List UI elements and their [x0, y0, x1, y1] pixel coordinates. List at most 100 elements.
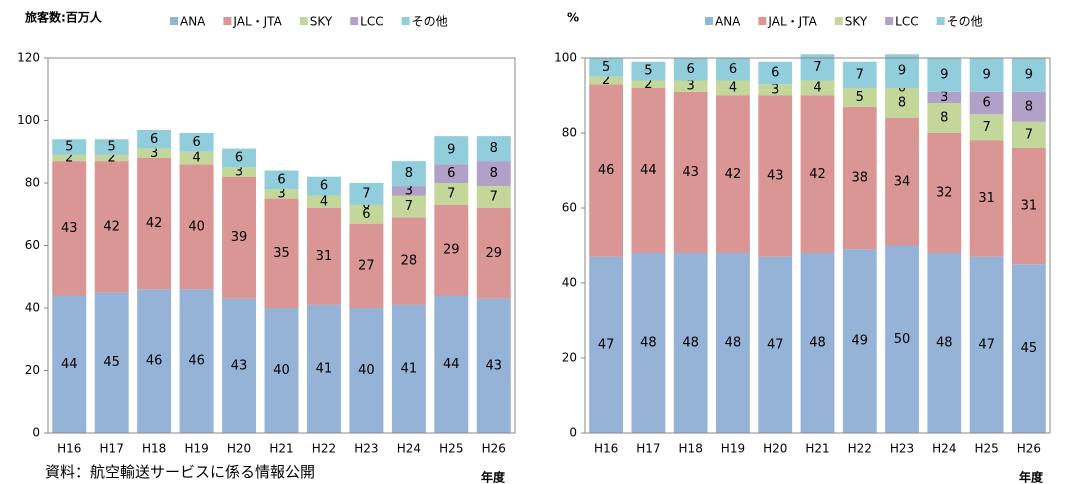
x-tick-label: H16: [57, 442, 81, 456]
data-label: 9: [940, 67, 948, 82]
bar-segment: [476, 298, 511, 433]
bar-segment: [885, 88, 919, 118]
data-label: 6: [235, 151, 243, 166]
x-tick-label: H16: [594, 442, 618, 456]
data-label: 43: [767, 169, 784, 184]
data-label: 9: [447, 143, 455, 158]
y-tick-label: 60: [562, 201, 577, 215]
bar-segment: [94, 161, 129, 293]
y-axis-label: %: [567, 11, 579, 25]
y-tick-label: 20: [562, 351, 577, 365]
legend-swatch: [350, 17, 359, 25]
bar-segment: [927, 133, 962, 253]
x-tick-label: H21: [269, 442, 293, 456]
bar-segment: [222, 167, 257, 177]
data-label: 28: [401, 254, 418, 269]
plot-frame: [584, 57, 1051, 434]
data-label: 47: [767, 337, 784, 352]
data-label: 7: [1025, 127, 1033, 142]
legend-label: ANA: [715, 15, 741, 29]
data-label: 8: [898, 96, 906, 111]
x-tick-label: H26: [1017, 442, 1041, 456]
bar-segment: [842, 249, 877, 433]
data-label: 44: [640, 163, 657, 178]
bar-segment: [716, 58, 750, 81]
x-tick-label: H19: [184, 442, 208, 456]
data-label: 31: [316, 249, 333, 264]
data-label: 34: [894, 174, 911, 189]
bar-segment: [758, 256, 793, 433]
y-axis-label: 旅客数:百万人: [25, 10, 103, 25]
data-label: 7: [813, 60, 821, 75]
bar-segment: [758, 61, 793, 85]
data-label: 48: [640, 336, 657, 351]
bar-segment: [673, 91, 708, 253]
x-tick-label: H18: [679, 442, 703, 456]
bar-segment: [885, 118, 919, 246]
data-label: 5: [108, 140, 116, 155]
bar-segment: [758, 95, 793, 257]
bar-segment: [969, 58, 1004, 92]
bar-segment: [927, 253, 962, 433]
data-label: 42: [146, 216, 163, 231]
data-label: 48: [725, 336, 742, 351]
legend-label: その他: [947, 15, 983, 29]
data-label: 40: [273, 363, 290, 378]
data-label: 8: [490, 141, 498, 156]
bar-segment: [589, 58, 624, 77]
data-label: 9: [982, 67, 990, 82]
bar-segment: [222, 298, 257, 433]
bar-segment: [800, 253, 835, 433]
bar-segment: [631, 88, 666, 253]
legend-label: LCC: [895, 15, 918, 29]
bar-segment: [631, 80, 666, 88]
data-label: 29: [443, 243, 460, 258]
bar-segment: [476, 161, 511, 187]
data-label: 40: [358, 363, 375, 378]
bar-segment: [137, 289, 172, 433]
y-tick-label: 40: [25, 301, 40, 315]
y-tick-label: 120: [17, 51, 40, 65]
data-label: 29: [485, 246, 502, 261]
bar-segment: [673, 80, 708, 92]
bar-segment: [52, 161, 87, 296]
data-label: 6: [687, 62, 695, 77]
bar-segment: [476, 186, 511, 208]
data-label: 41: [401, 361, 418, 376]
bar-segment: [885, 54, 919, 88]
x-tick-label: H20: [763, 442, 787, 456]
x-tick-label: H21: [805, 442, 829, 456]
bar-segment: [264, 308, 299, 433]
bar-segment: [631, 253, 666, 433]
bar-segment: [94, 292, 129, 433]
bar-segment: [52, 139, 87, 155]
bar-segment: [631, 61, 666, 81]
y-tick-label: 0: [569, 426, 577, 440]
bar-segment: [1011, 148, 1046, 265]
legend-label: SKY: [310, 15, 333, 29]
bar-segment: [349, 183, 384, 205]
legend-swatch: [170, 17, 178, 25]
x-tick-label: H24: [397, 442, 421, 456]
legend-swatch: [885, 17, 894, 25]
bar-segment: [306, 304, 341, 433]
bar-segment: [264, 170, 299, 190]
y-tick-label: 0: [32, 426, 40, 440]
bar-segment: [716, 95, 750, 253]
data-label: 46: [146, 354, 163, 369]
bar-segment: [137, 129, 172, 149]
data-label: 3: [771, 82, 779, 97]
data-label: 6: [277, 172, 285, 187]
bar-segment: [589, 256, 624, 433]
data-label: 4: [320, 194, 328, 209]
data-label: 3: [277, 186, 285, 201]
data-label: 31: [1021, 199, 1038, 214]
bar-segment: [842, 61, 877, 88]
data-label: 45: [103, 355, 120, 370]
data-label: 8: [405, 166, 413, 181]
y-tick-label: 100: [554, 51, 577, 65]
legend-label: JAL・JTA: [232, 15, 282, 29]
data-label: 43: [61, 221, 78, 236]
data-label: 2: [108, 151, 116, 166]
